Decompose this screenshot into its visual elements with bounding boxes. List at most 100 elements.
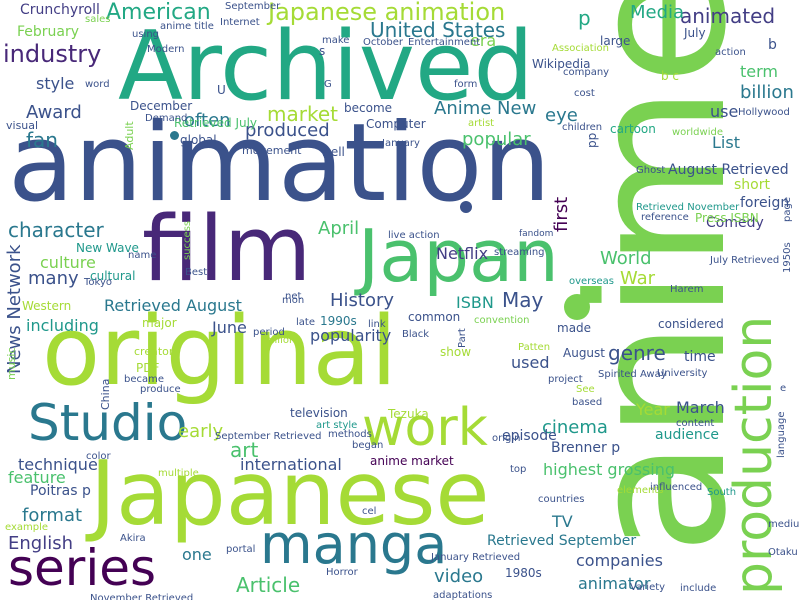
- cloud-word: cel: [362, 506, 377, 517]
- cloud-word: Western: [22, 299, 72, 313]
- cloud-word: Spirited Away: [598, 369, 667, 380]
- cloud-word: October: [363, 37, 404, 48]
- cloud-word: Computer: [366, 117, 426, 131]
- cloud-word: anime title: [160, 21, 214, 32]
- cloud-word: University: [657, 368, 708, 379]
- cloud-word: audience: [655, 427, 720, 443]
- cloud-word: cartoon: [610, 122, 656, 136]
- cloud-word: Retrieved September: [487, 533, 637, 549]
- cloud-word: become: [344, 101, 393, 115]
- cloud-word: Ghost: [636, 165, 666, 176]
- cloud-word: November Retrieved: [90, 593, 194, 600]
- cloud-word: Media: [630, 2, 685, 23]
- cloud-word: January: [382, 138, 420, 149]
- cloud-word: video: [434, 566, 484, 587]
- cloud-word: Black: [402, 329, 430, 340]
- cloud-word: foreign: [740, 195, 790, 211]
- cloud-word: highest grossing: [543, 460, 676, 479]
- cloud-word: Tokyo: [84, 277, 112, 288]
- cloud-word: Part: [457, 328, 468, 348]
- cloud-word: Best: [185, 267, 208, 278]
- cloud-word: Comedy: [706, 215, 764, 231]
- cloud-word: major: [142, 316, 177, 330]
- cloud-word: content: [676, 418, 715, 429]
- cloud-word: Poitras p: [30, 483, 91, 499]
- cloud-word: children: [562, 122, 603, 133]
- cloud-word: Brenner p: [551, 440, 621, 456]
- cloud-word: movement: [242, 144, 302, 157]
- cloud-word: time: [684, 349, 716, 365]
- cloud-word: South: [707, 487, 737, 498]
- cloud-word: color: [86, 451, 111, 462]
- cloud-word: including: [26, 316, 99, 335]
- cloud-word: artist: [468, 118, 495, 129]
- cloud-word: b c: [661, 69, 680, 83]
- cloud-word: medium: [768, 519, 800, 530]
- cloud-word: September: [225, 1, 281, 12]
- cloud-word: term: [740, 62, 778, 81]
- cloud-word: Netflix: [436, 244, 489, 263]
- cloud-word: language: [776, 411, 787, 458]
- cloud-word: cultural: [90, 269, 136, 283]
- cloud-word: Wikipedia: [532, 57, 591, 71]
- cloud-word: April: [318, 218, 360, 239]
- cloud-word: one: [182, 545, 212, 564]
- cloud-word: million: [262, 335, 296, 346]
- cloud-word: style: [36, 74, 75, 93]
- cloud-word: PDF: [136, 361, 160, 375]
- cloud-word: make: [322, 35, 350, 46]
- cloud-word: cost: [574, 88, 595, 99]
- cloud-word: countries: [538, 494, 585, 505]
- cloud-word: U: [217, 83, 226, 97]
- cloud-word: See: [576, 384, 595, 395]
- cloud-word: overseas: [569, 276, 614, 287]
- cloud-word: Press ISBN: [695, 211, 759, 225]
- cloud-word: well: [321, 145, 345, 159]
- cloud-word: short: [734, 177, 770, 193]
- cloud-word: character: [8, 218, 104, 242]
- cloud-word: Japan: [358, 214, 559, 298]
- cloud-word: Otaku: [768, 547, 798, 558]
- cloud-word: popular: [462, 129, 531, 150]
- decorative-dot: [460, 201, 472, 213]
- cloud-word: Archived: [118, 12, 534, 122]
- cloud-word: top: [510, 464, 527, 475]
- cloud-word: fan: [26, 128, 58, 152]
- cloud-word: War: [620, 268, 656, 289]
- cloud-word: July: [684, 26, 706, 40]
- cloud-word: Retrieved November: [636, 202, 740, 213]
- cloud-word: market: [267, 102, 338, 126]
- cloud-word: Japanese animation: [268, 0, 506, 26]
- cloud-word: many: [28, 268, 79, 289]
- cloud-word: Retrieved August: [104, 296, 242, 315]
- decorative-dot: [170, 131, 179, 140]
- cloud-word: streaming: [494, 247, 545, 258]
- cloud-word: name: [128, 250, 157, 261]
- cloud-word: Tezuka: [388, 407, 429, 421]
- cloud-word: List: [712, 133, 740, 152]
- cloud-word: produce: [140, 384, 181, 395]
- cloud-word: first: [551, 196, 572, 232]
- cloud-word: international: [240, 455, 342, 474]
- cloud-word: World: [600, 248, 652, 269]
- cloud-word: Patten: [518, 342, 551, 353]
- cloud-word: industry: [3, 40, 102, 68]
- cloud-word: February: [17, 24, 80, 40]
- cloud-word: cinema: [542, 417, 608, 438]
- cloud-word: format: [22, 505, 83, 526]
- cloud-word: form: [454, 79, 478, 90]
- cloud-word: worldwide: [672, 127, 723, 138]
- cloud-word: January Retrieved: [431, 552, 521, 563]
- cloud-word: s: [319, 44, 326, 58]
- cloud-word: late: [296, 317, 315, 328]
- cloud-word: Association: [552, 43, 609, 54]
- cloud-word: animated: [680, 4, 776, 28]
- cloud-word: based: [572, 397, 603, 408]
- cloud-word: action: [715, 47, 746, 58]
- cloud-word: fandom: [519, 229, 554, 239]
- cloud-word: show: [440, 345, 472, 359]
- cloud-word: Adult: [123, 121, 136, 150]
- cloud-word: companies: [576, 551, 663, 570]
- cloud-word: American: [106, 0, 211, 25]
